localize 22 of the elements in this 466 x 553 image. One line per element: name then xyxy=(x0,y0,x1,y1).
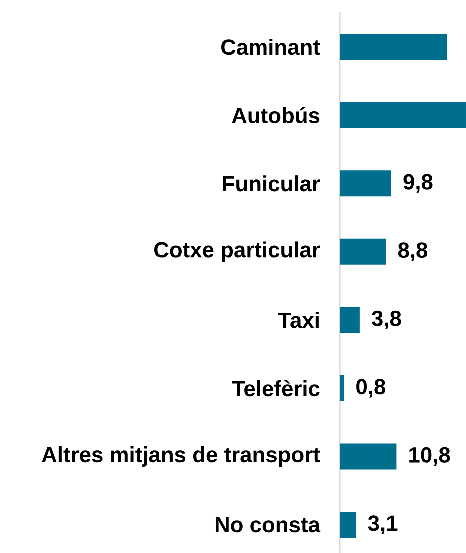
bar xyxy=(340,238,386,265)
bar xyxy=(340,444,397,470)
bar xyxy=(340,375,344,402)
data-label: 3,1 xyxy=(368,516,398,534)
y-tick-label: Caminant xyxy=(222,39,320,56)
bar xyxy=(340,170,392,197)
y-tick-label: No consta xyxy=(216,517,321,533)
y-tick-label: Telefèric xyxy=(232,380,320,397)
bar xyxy=(340,102,466,128)
data-label: 9,8 xyxy=(404,174,433,193)
data-label: 0,8 xyxy=(356,379,386,398)
data-label: 8,8 xyxy=(398,242,428,262)
bar xyxy=(340,34,448,60)
y-tick-label: Taxi xyxy=(278,312,319,328)
bar xyxy=(340,512,356,538)
data-label: 3,8 xyxy=(372,310,402,330)
data-label: 10,8 xyxy=(410,447,450,466)
y-tick-label: Autobús xyxy=(232,107,320,124)
y-tick-label: Altres mitjans de transport xyxy=(42,446,320,467)
y-tick-label: Funicular xyxy=(223,176,320,192)
y-tick-label: Cotxe particular xyxy=(154,242,320,262)
bar xyxy=(340,307,360,334)
